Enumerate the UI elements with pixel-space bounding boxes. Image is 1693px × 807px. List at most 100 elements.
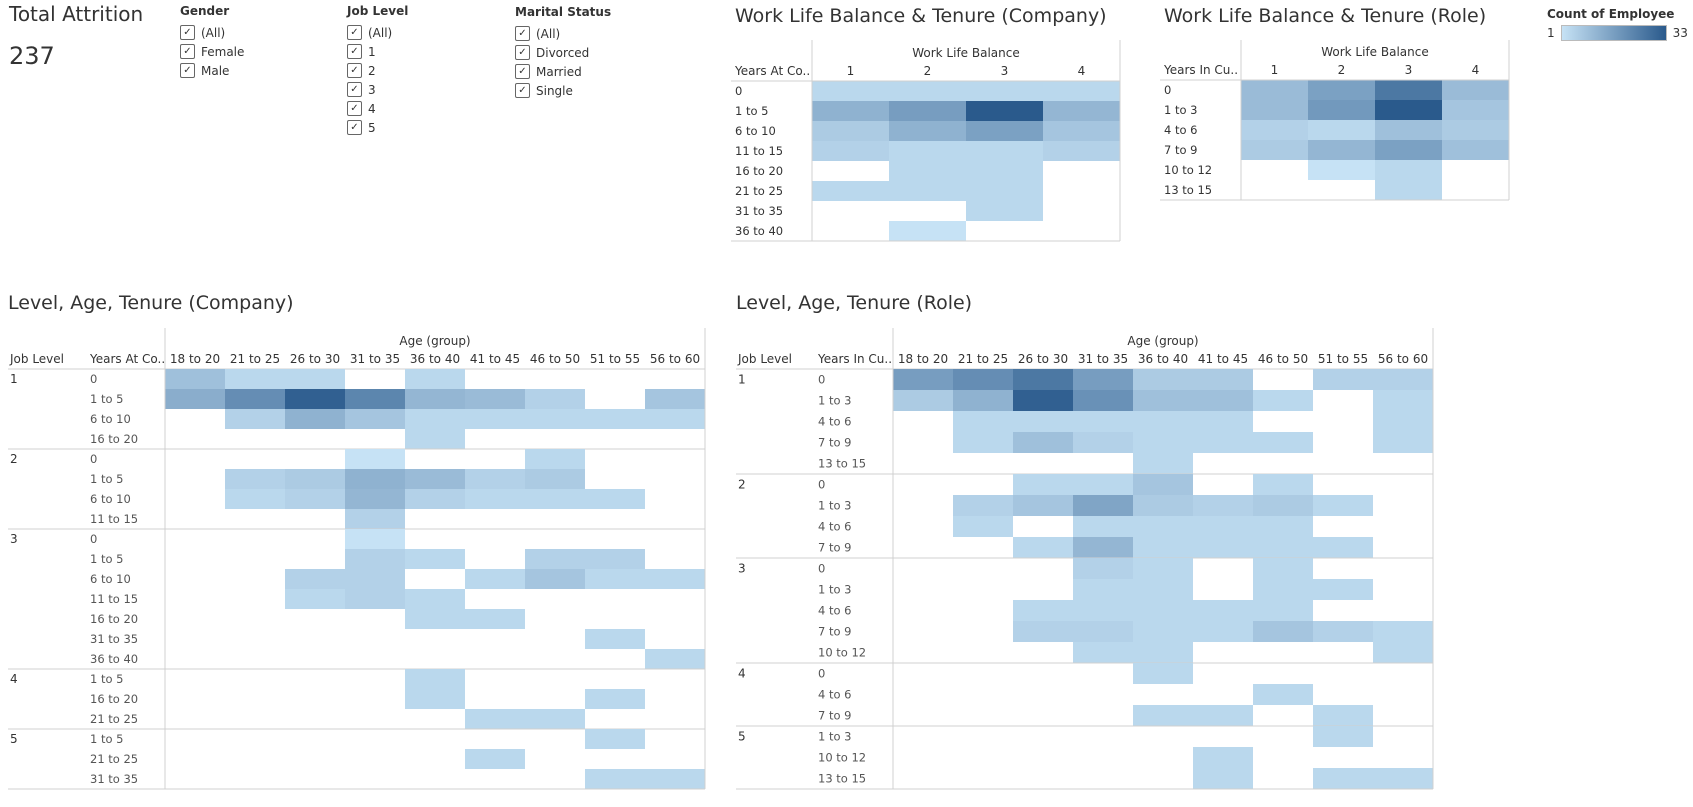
checkbox-checked-icon[interactable]: ✓ xyxy=(515,64,530,79)
heatmap-cell xyxy=(1073,516,1133,537)
heatmap-cell xyxy=(285,569,345,589)
checkbox-checked-icon[interactable]: ✓ xyxy=(347,82,362,97)
column-label: 3 xyxy=(1405,63,1413,77)
filter-option-5[interactable]: ✓ 5 xyxy=(347,118,408,137)
checkbox-checked-icon[interactable]: ✓ xyxy=(180,63,195,78)
heatmap-cell xyxy=(465,709,525,729)
heatmap-cell xyxy=(1043,121,1120,141)
heatmap-cell xyxy=(165,389,225,409)
heatmap-cell xyxy=(1043,81,1120,101)
heatmap-cell xyxy=(345,449,405,469)
column-label: 1 xyxy=(847,64,855,78)
legend-title: Count of Employee xyxy=(1547,7,1675,21)
tenure-label: 16 to 20 xyxy=(90,692,138,706)
heatmap-cell xyxy=(225,409,285,429)
heatmap-cell xyxy=(645,389,705,409)
tenure-label: 7 to 9 xyxy=(818,541,852,555)
heatmap-cell xyxy=(1375,100,1442,120)
heatmap-cell xyxy=(1375,160,1442,180)
row-label: 4 to 6 xyxy=(1164,123,1198,137)
heatmap-cell xyxy=(1308,160,1375,180)
column-label: 56 to 60 xyxy=(1378,352,1428,366)
heatmap-cell xyxy=(645,769,705,789)
filter-option-3[interactable]: ✓ 3 xyxy=(347,80,408,99)
heatmap-cell xyxy=(225,469,285,489)
checkbox-checked-icon[interactable]: ✓ xyxy=(180,44,195,59)
heatmap-cell xyxy=(893,369,953,390)
tenure-label: 7 to 9 xyxy=(818,436,852,450)
heatmap-cell xyxy=(585,729,645,749)
heatmap-cell xyxy=(1253,390,1313,411)
filter-option-4[interactable]: ✓ 4 xyxy=(347,99,408,118)
heatmap-cell xyxy=(1442,100,1509,120)
filter-option-all[interactable]: ✓ (All) xyxy=(515,24,611,43)
heatmap-cell xyxy=(1375,140,1442,160)
heatmap-cell xyxy=(1193,747,1253,768)
heatmap-cell xyxy=(1133,495,1193,516)
color-legend: Count of Employee 1 33 xyxy=(1547,7,1688,41)
heatmap-cell xyxy=(1308,120,1375,140)
heatmap-cell xyxy=(953,432,1013,453)
filter-job-level: Job Level ✓ (All) ✓ 1 ✓ 2 ✓ 3 ✓ 4 ✓ 5 xyxy=(347,4,408,137)
heatmap-cell xyxy=(812,101,889,121)
row-header-title: Years In Cu.. xyxy=(1163,63,1238,77)
checkbox-checked-icon[interactable]: ✓ xyxy=(515,26,530,41)
heatmap-cell xyxy=(889,141,966,161)
heatmap-cell xyxy=(1313,768,1373,789)
heatmap-cell xyxy=(285,409,345,429)
tenure-label: 0 xyxy=(818,667,825,681)
chart-title-level-role: Level, Age, Tenure (Role) xyxy=(736,292,973,314)
heatmap-cell xyxy=(465,569,525,589)
heatmap-cell xyxy=(1133,516,1193,537)
filter-option-2[interactable]: ✓ 2 xyxy=(347,61,408,80)
tenure-label: 31 to 35 xyxy=(90,772,138,786)
checkbox-checked-icon[interactable]: ✓ xyxy=(180,25,195,40)
tenure-label: 10 to 12 xyxy=(818,646,866,660)
row-header-title: Job Level xyxy=(737,352,792,366)
filter-option-all[interactable]: ✓ (All) xyxy=(180,23,244,42)
checkbox-checked-icon[interactable]: ✓ xyxy=(347,25,362,40)
heatmap-cell xyxy=(1193,600,1253,621)
heatmap-cell xyxy=(1073,474,1133,495)
heatmap-cell xyxy=(525,709,585,729)
heatmap-cell xyxy=(345,589,405,609)
filter-option-male[interactable]: ✓ Male xyxy=(180,61,244,80)
checkbox-checked-icon[interactable]: ✓ xyxy=(515,45,530,60)
filter-option-female[interactable]: ✓ Female xyxy=(180,42,244,61)
heatmap-cell xyxy=(1373,390,1433,411)
heatmap-cell xyxy=(345,469,405,489)
filter-marital-status: Marital Status ✓ (All) ✓ Divorced ✓ Married… xyxy=(515,5,611,100)
checkbox-checked-icon[interactable]: ✓ xyxy=(347,120,362,135)
heatmap-cell xyxy=(1073,621,1133,642)
heatmap-cell xyxy=(953,495,1013,516)
checkbox-checked-icon[interactable]: ✓ xyxy=(347,63,362,78)
filter-option-1[interactable]: ✓ 1 xyxy=(347,42,408,61)
row-header-title: Years In Cu.. xyxy=(817,352,892,366)
heatmap-cell xyxy=(966,101,1043,121)
filter-option-single[interactable]: ✓ Single xyxy=(515,81,611,100)
checkbox-checked-icon[interactable]: ✓ xyxy=(347,44,362,59)
heatmap-cell xyxy=(1073,558,1133,579)
filter-option-divorced[interactable]: ✓ Divorced xyxy=(515,43,611,62)
heatmap-cell xyxy=(465,409,525,429)
filter-option-all[interactable]: ✓ (All) xyxy=(347,23,408,42)
heatmap-cell xyxy=(1013,369,1073,390)
row-label: 13 to 15 xyxy=(1164,183,1212,197)
heatmap-cell xyxy=(889,161,966,181)
heatmap-cell xyxy=(525,469,585,489)
column-label: 41 to 45 xyxy=(1198,352,1248,366)
checkbox-checked-icon[interactable]: ✓ xyxy=(347,101,362,116)
heatmap-cell xyxy=(465,469,525,489)
filter-option-married[interactable]: ✓ Married xyxy=(515,62,611,81)
col-header-title: Age (group) xyxy=(399,334,470,348)
row-label: 16 to 20 xyxy=(735,164,783,178)
heatmap-cell xyxy=(1253,516,1313,537)
heatmap-cell xyxy=(465,609,525,629)
heatmap-cell xyxy=(1133,663,1193,684)
heatmap-cell xyxy=(1013,411,1073,432)
heatmap-cell xyxy=(1313,705,1373,726)
checkbox-checked-icon[interactable]: ✓ xyxy=(515,83,530,98)
heatmap-cell xyxy=(1133,474,1193,495)
column-label: 2 xyxy=(1338,63,1346,77)
row-header-title: Job Level xyxy=(9,352,64,366)
